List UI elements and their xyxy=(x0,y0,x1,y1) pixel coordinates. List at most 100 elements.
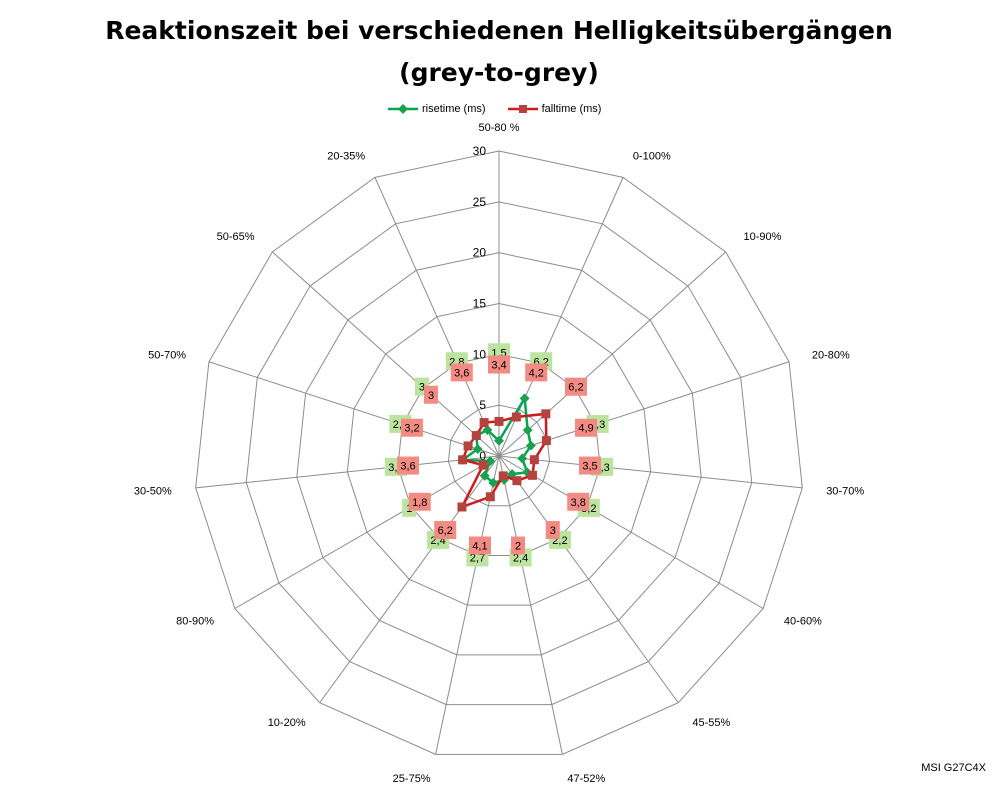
value-label-bg xyxy=(408,492,431,511)
value-label-text: 3,8 xyxy=(571,497,586,509)
grid-spoke xyxy=(498,455,679,704)
grid-spoke xyxy=(374,177,500,457)
data-point-fall xyxy=(458,455,468,465)
legend-fall-label: falltime (ms) xyxy=(541,103,602,115)
radial-tick-label: 30 xyxy=(473,144,487,158)
category-label: 25-75% xyxy=(393,773,431,785)
data-point-fall xyxy=(512,476,522,486)
data-point-fall xyxy=(457,502,467,512)
radial-axis-ticks: 0 5 10 15 20 25 30 xyxy=(473,144,487,463)
data-point-rise xyxy=(472,444,483,455)
series-line-fall xyxy=(459,412,548,510)
grid-ring xyxy=(195,150,803,755)
value-label-text: 6,2 xyxy=(568,382,583,394)
category-label: 30-70% xyxy=(826,485,864,497)
value-label-bg xyxy=(468,536,491,555)
category-label: 50-80 % xyxy=(479,122,520,134)
category-label: 45-55% xyxy=(692,717,730,729)
value-label-text: 2,7 xyxy=(470,552,485,564)
category-label: 30-50% xyxy=(134,485,172,497)
data-point-fall xyxy=(463,441,473,451)
value-label-text: 3 xyxy=(419,382,425,394)
legend-rise-label: risetime (ms) xyxy=(422,103,486,115)
category-label: 47-52% xyxy=(567,773,605,785)
grid-ring xyxy=(447,404,551,507)
grid-ring xyxy=(245,201,753,706)
data-point-fall xyxy=(541,436,551,446)
value-label-fall: 3 xyxy=(545,521,560,540)
grid-spoke xyxy=(234,455,500,609)
value-label-text: 3,6 xyxy=(454,367,469,379)
value-label-bg xyxy=(511,536,526,555)
chart-legend: risetime (ms) falltime (ms) xyxy=(388,100,623,118)
grid-spoke xyxy=(498,455,563,755)
chart-title: Reaktionszeit bei verschiedenen Helligke… xyxy=(0,10,998,94)
grid-ring xyxy=(346,302,652,606)
legend-fall-swatch-icon xyxy=(507,105,538,113)
grid-spoke xyxy=(195,455,500,489)
data-point-fall xyxy=(494,416,504,426)
radar-grid xyxy=(195,150,803,755)
grid-spoke xyxy=(272,251,500,457)
grid-ring xyxy=(397,353,601,556)
value-label-bg xyxy=(424,385,439,404)
data-point-rise xyxy=(522,425,533,436)
grid-spoke xyxy=(498,455,764,609)
data-point-fall xyxy=(498,471,508,481)
category-label: 50-65% xyxy=(217,231,255,243)
radial-tick-label: 20 xyxy=(473,246,487,260)
grid-spoke xyxy=(435,455,500,755)
category-label: 0-100% xyxy=(633,150,671,162)
value-label-text: 3,5 xyxy=(582,461,597,473)
legend-item-fall: falltime (ms) xyxy=(507,103,602,115)
category-label: 20-35% xyxy=(327,150,365,162)
data-point-rise xyxy=(485,456,496,467)
value-label-bg xyxy=(400,418,423,437)
grid-spoke xyxy=(208,361,500,457)
data-point-fall xyxy=(541,409,551,419)
value-label-fall: 3,4 xyxy=(488,355,510,374)
data-point-fall xyxy=(478,460,488,470)
grid-spoke xyxy=(319,455,500,704)
value-label-bg xyxy=(578,456,601,475)
data-point-rise xyxy=(488,477,499,488)
value-label-text: 4,2 xyxy=(529,367,544,379)
radial-tick-label: 10 xyxy=(473,347,487,361)
value-label-fall: 3,8 xyxy=(567,492,590,511)
grid-ring xyxy=(296,252,702,656)
data-point-rise xyxy=(494,435,504,446)
value-label-fall: 1,8 xyxy=(408,492,431,511)
data-point-rise xyxy=(525,440,536,451)
value-labels: 1,56,23,83,32,33,22,22,42,72,413,62,232,… xyxy=(384,343,614,567)
data-point-fall xyxy=(471,431,481,441)
value-label-bg xyxy=(450,363,473,382)
value-label-text: 3,2 xyxy=(404,423,419,435)
data-point-fall xyxy=(485,492,495,502)
grid-spoke xyxy=(498,251,726,457)
data-point-rise xyxy=(519,393,530,404)
radial-tick-label: 15 xyxy=(473,297,487,311)
value-label-bg xyxy=(575,418,598,437)
series-fall xyxy=(457,409,551,512)
legend-item-rise: risetime (ms) xyxy=(388,103,486,115)
value-label-bg xyxy=(525,363,548,382)
value-label-fall: 4,9 xyxy=(575,418,598,437)
value-label-bg xyxy=(567,492,590,511)
category-label: 10-90% xyxy=(743,231,781,243)
category-labels: 50-80 % 0-100% 10-90% 20-80% 30-70% 40-60% 45-… xyxy=(134,122,864,785)
category-label: 80-90% xyxy=(176,616,214,628)
data-point-rise xyxy=(482,425,493,435)
legend-rise-swatch-icon xyxy=(388,104,418,114)
value-label-fall: 3 xyxy=(424,385,439,404)
value-label-fall: 2 xyxy=(511,536,526,555)
data-point-rise xyxy=(517,453,528,464)
value-label-bg xyxy=(488,355,510,374)
value-label-text: 6,2 xyxy=(438,525,453,537)
value-label-fall: 6,2 xyxy=(434,521,457,540)
category-label: 10-20% xyxy=(268,717,306,729)
value-label-fall: 3,6 xyxy=(397,456,420,475)
category-label: 40-60% xyxy=(784,616,822,628)
radial-tick-label: 0 xyxy=(479,449,486,463)
value-label-bg xyxy=(434,521,457,540)
value-label-text: 3,6 xyxy=(400,461,415,473)
